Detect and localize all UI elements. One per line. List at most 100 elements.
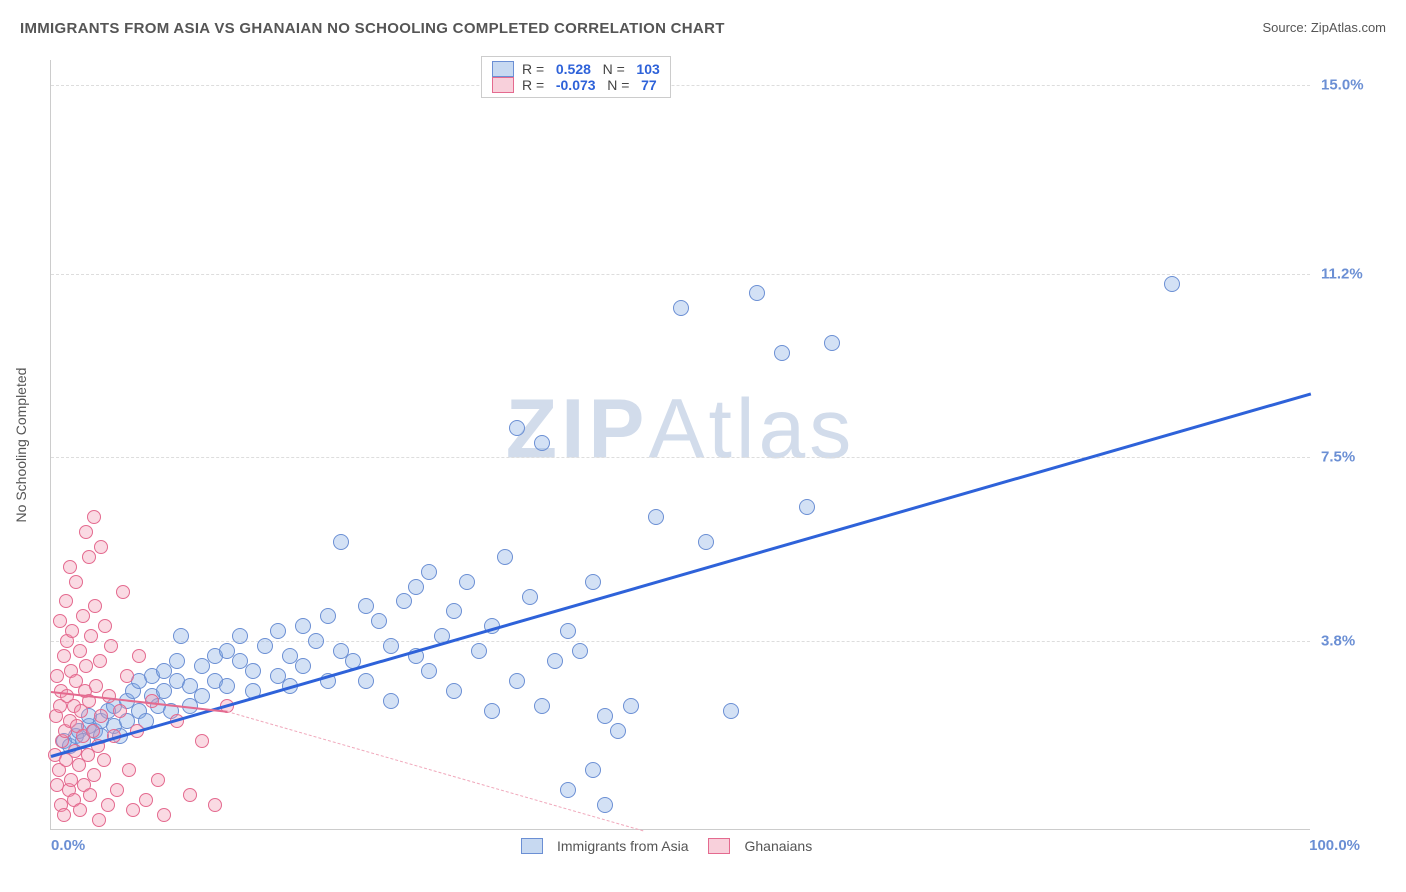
data-point — [87, 768, 101, 782]
data-point — [151, 773, 165, 787]
data-point — [194, 688, 210, 704]
data-point — [383, 693, 399, 709]
data-point — [295, 618, 311, 634]
data-point — [65, 624, 79, 638]
data-point — [270, 623, 286, 639]
data-point — [446, 683, 462, 699]
x-axis-max-label: 100.0% — [1309, 837, 1360, 854]
data-point — [102, 689, 116, 703]
stat-r-value: -0.073 — [548, 77, 595, 93]
y-axis-title: No Schooling Completed — [13, 367, 29, 522]
data-point — [396, 593, 412, 609]
grid-line — [51, 457, 1310, 458]
data-point — [534, 435, 550, 451]
data-point — [308, 633, 324, 649]
data-point — [94, 540, 108, 554]
data-point — [122, 763, 136, 777]
data-point — [547, 653, 563, 669]
trend-line — [51, 393, 1312, 759]
data-point — [120, 669, 134, 683]
data-point — [73, 803, 87, 817]
legend-item: Immigrants from Asia — [521, 838, 688, 854]
data-point — [245, 663, 261, 679]
data-point — [86, 724, 100, 738]
data-point — [84, 629, 98, 643]
data-point — [89, 679, 103, 693]
y-tick-label: 7.5% — [1321, 449, 1355, 466]
data-point — [116, 585, 130, 599]
data-point — [648, 509, 664, 525]
data-point — [63, 560, 77, 574]
data-point — [610, 723, 626, 739]
data-point — [497, 549, 513, 565]
data-point — [59, 594, 73, 608]
data-point — [824, 335, 840, 351]
data-point — [94, 709, 108, 723]
stat-n-label: N = — [596, 77, 634, 93]
data-point — [69, 575, 83, 589]
data-point — [295, 658, 311, 674]
data-point — [139, 793, 153, 807]
stats-legend-box: R = 0.528 N = 103R = -0.073 N = 77 — [481, 56, 671, 98]
legend-swatch — [521, 838, 543, 854]
chart-title: IMMIGRANTS FROM ASIA VS GHANAIAN NO SCHO… — [20, 20, 725, 37]
x-axis-min-label: 0.0% — [51, 837, 85, 854]
data-point — [169, 653, 185, 669]
stat-n-label: N = — [591, 61, 629, 77]
stat-r-label: R = — [522, 61, 548, 77]
data-point — [371, 613, 387, 629]
data-point — [110, 783, 124, 797]
plot-area: ZIPAtlas R = 0.528 N = 103R = -0.073 N =… — [50, 60, 1310, 830]
data-point — [173, 628, 189, 644]
data-point — [723, 703, 739, 719]
data-point — [534, 698, 550, 714]
data-point — [572, 643, 588, 659]
data-point — [104, 639, 118, 653]
data-point — [88, 599, 102, 613]
data-point — [509, 420, 525, 436]
data-point — [57, 808, 71, 822]
data-point — [799, 499, 815, 515]
grid-line — [51, 85, 1310, 86]
y-tick-label: 15.0% — [1321, 76, 1364, 93]
data-point — [83, 788, 97, 802]
data-point — [421, 663, 437, 679]
legend-bottom: Immigrants from Asia Ghanaians — [521, 838, 812, 854]
data-point — [257, 638, 273, 654]
legend-swatch — [708, 838, 730, 854]
data-point — [585, 574, 601, 590]
data-point — [446, 603, 462, 619]
data-point — [509, 673, 525, 689]
data-point — [673, 300, 689, 316]
data-point — [232, 628, 248, 644]
legend-item: Ghanaians — [708, 838, 812, 854]
data-point — [183, 788, 197, 802]
data-point — [597, 797, 613, 813]
data-point — [459, 574, 475, 590]
data-point — [408, 579, 424, 595]
source-label: Source: ZipAtlas.com — [1262, 20, 1386, 35]
data-point — [195, 734, 209, 748]
legend-swatch — [492, 77, 514, 93]
data-point — [73, 644, 87, 658]
data-point — [560, 782, 576, 798]
y-tick-label: 11.2% — [1321, 265, 1363, 282]
watermark: ZIPAtlas — [506, 381, 855, 478]
data-point — [87, 510, 101, 524]
data-point — [126, 803, 140, 817]
data-point — [1164, 276, 1180, 292]
data-point — [421, 564, 437, 580]
legend-label: Immigrants from Asia — [557, 838, 688, 854]
y-tick-label: 3.8% — [1321, 633, 1355, 650]
stats-row: R = -0.073 N = 77 — [492, 77, 660, 93]
data-point — [57, 649, 71, 663]
data-point — [698, 534, 714, 550]
data-point — [92, 813, 106, 827]
data-point — [471, 643, 487, 659]
grid-line — [51, 274, 1310, 275]
data-point — [82, 550, 96, 564]
data-point — [93, 654, 107, 668]
data-point — [585, 762, 601, 778]
trend-line — [227, 711, 643, 831]
data-point — [157, 808, 171, 822]
